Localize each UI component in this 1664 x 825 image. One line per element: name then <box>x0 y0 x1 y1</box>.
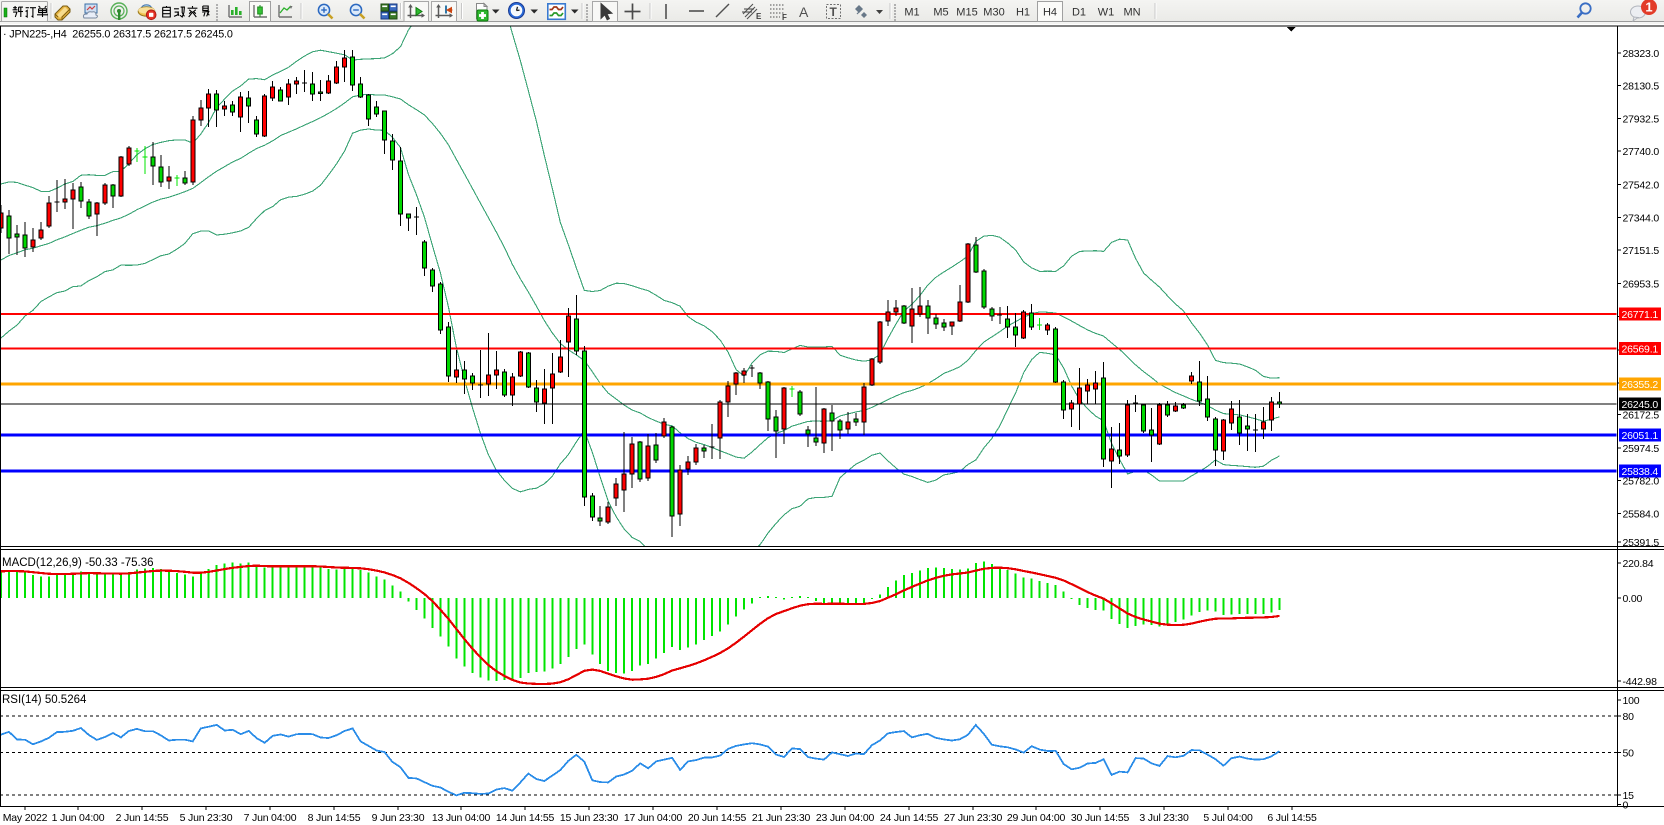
svg-text:28323.0: 28323.0 <box>1623 48 1660 60</box>
svg-text:27740.0: 27740.0 <box>1623 146 1660 158</box>
svg-text:26569.1: 26569.1 <box>1622 344 1659 356</box>
svg-text:M5: M5 <box>933 7 948 19</box>
svg-text:H4: H4 <box>1043 7 1057 19</box>
svg-text:E: E <box>756 12 762 21</box>
svg-text:21 Jun 23:30: 21 Jun 23:30 <box>752 812 811 824</box>
svg-text:14 Jun 14:55: 14 Jun 14:55 <box>496 812 555 824</box>
svg-text:13 Jun 04:00: 13 Jun 04:00 <box>432 812 491 824</box>
svg-text:25974.5: 25974.5 <box>1623 443 1660 455</box>
svg-text:M1: M1 <box>904 7 919 19</box>
svg-text:50: 50 <box>1623 747 1635 759</box>
svg-text:MN: MN <box>1123 7 1140 19</box>
svg-text:26245.0: 26245.0 <box>1622 399 1659 411</box>
svg-text:0.00: 0.00 <box>1623 593 1643 605</box>
svg-text:· JPN225-,H4 26255.0 26317.5: · JPN225-,H4 26255.0 26317.5 26217.5 262… <box>3 29 233 41</box>
svg-text:27344.0: 27344.0 <box>1623 213 1660 225</box>
svg-text:H1: H1 <box>1016 7 1030 19</box>
svg-text:15: 15 <box>1623 790 1635 802</box>
svg-text:26355.2: 26355.2 <box>1622 379 1659 391</box>
svg-text:27542.0: 27542.0 <box>1623 179 1660 191</box>
svg-text:8 Jun 14:55: 8 Jun 14:55 <box>308 812 361 824</box>
svg-text:23 Jun 04:00: 23 Jun 04:00 <box>816 812 875 824</box>
svg-text:1: 1 <box>1645 0 1652 15</box>
svg-text:MACD(12,26,9) -50.33 -75.36: MACD(12,26,9) -50.33 -75.36 <box>2 557 154 569</box>
svg-text:0: 0 <box>1623 800 1629 812</box>
svg-text:1 Jun 04:00: 1 Jun 04:00 <box>52 812 105 824</box>
svg-text:15 Jun 23:30: 15 Jun 23:30 <box>560 812 619 824</box>
svg-text:9 Jun 23:30: 9 Jun 23:30 <box>372 812 425 824</box>
svg-text:20 Jun 14:55: 20 Jun 14:55 <box>688 812 747 824</box>
svg-text:25838.4: 25838.4 <box>1622 466 1659 478</box>
svg-text:7 Jun 04:00: 7 Jun 04:00 <box>244 812 297 824</box>
svg-text:25782.0: 25782.0 <box>1623 475 1660 487</box>
svg-text:2 Jun 14:55: 2 Jun 14:55 <box>116 812 169 824</box>
svg-text:28130.5: 28130.5 <box>1623 80 1660 92</box>
svg-text:M30: M30 <box>983 7 1004 19</box>
svg-text:25584.0: 25584.0 <box>1623 509 1660 521</box>
svg-text:100: 100 <box>1623 695 1640 707</box>
svg-text:F: F <box>782 13 787 22</box>
svg-text:27932.5: 27932.5 <box>1623 114 1660 126</box>
svg-text:27151.5: 27151.5 <box>1623 245 1660 257</box>
svg-text:17 Jun 04:00: 17 Jun 04:00 <box>624 812 683 824</box>
svg-text:5 Jun 23:30: 5 Jun 23:30 <box>180 812 233 824</box>
svg-text:5 Jul 04:00: 5 Jul 04:00 <box>1203 812 1253 824</box>
svg-text:26051.1: 26051.1 <box>1622 430 1659 442</box>
svg-text:3 Jul 23:30: 3 Jul 23:30 <box>1139 812 1189 824</box>
svg-text:26953.5: 26953.5 <box>1623 278 1660 290</box>
svg-text:30 Jun 14:55: 30 Jun 14:55 <box>1071 812 1130 824</box>
svg-text:W1: W1 <box>1098 7 1115 19</box>
svg-text:24 Jun 14:55: 24 Jun 14:55 <box>880 812 939 824</box>
svg-text:A: A <box>799 4 809 20</box>
svg-text:220.84: 220.84 <box>1623 558 1654 570</box>
svg-text:RSI(14) 50.5264: RSI(14) 50.5264 <box>2 694 87 706</box>
svg-text:26172.5: 26172.5 <box>1623 410 1660 422</box>
svg-text:May 2022: May 2022 <box>3 812 48 824</box>
svg-text:80: 80 <box>1623 711 1635 723</box>
svg-text:25391.5: 25391.5 <box>1623 537 1660 549</box>
svg-text:29 Jun 04:00: 29 Jun 04:00 <box>1007 812 1066 824</box>
svg-text:26771.1: 26771.1 <box>1622 309 1659 321</box>
svg-text:D1: D1 <box>1072 7 1086 19</box>
svg-text:6 Jul 14:55: 6 Jul 14:55 <box>1267 812 1317 824</box>
svg-text:T: T <box>830 5 838 19</box>
svg-text:27 Jun 23:30: 27 Jun 23:30 <box>944 812 1003 824</box>
svg-text:M15: M15 <box>956 7 977 19</box>
svg-text:-442.98: -442.98 <box>1623 676 1658 688</box>
